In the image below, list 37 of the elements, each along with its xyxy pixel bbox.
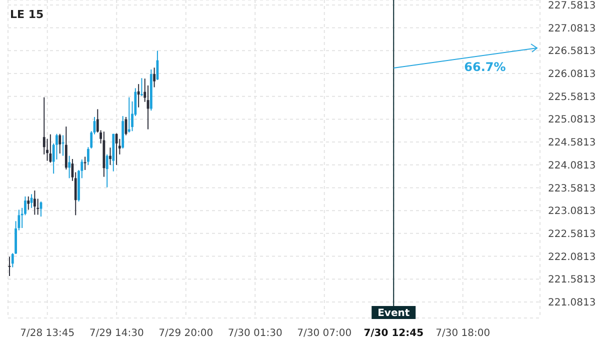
candlestick: [153, 67, 156, 88]
x-tick-label: 7/29 14:30: [89, 328, 144, 339]
annotation: 66.7%: [464, 60, 506, 74]
candlestick: [137, 84, 140, 108]
candlestick: [140, 78, 143, 96]
candlestick: [58, 133, 62, 154]
candlestick: [49, 134, 52, 164]
y-tick-label: 221.0813: [548, 298, 596, 308]
ref-line-label: Event: [378, 308, 410, 319]
y-tick-label: 222.5813: [548, 228, 596, 240]
y-tick-label: 225.5813: [548, 92, 596, 103]
y-tick-label: 221.5813: [548, 274, 596, 286]
x-tick-label: 7/30 01:30: [228, 328, 282, 339]
candlestick: [106, 154, 108, 188]
y-tick-label: 226.0813: [548, 69, 596, 80]
x-tick-label: 7/30 12:45: [364, 328, 424, 339]
y-tick-label: 223.0813: [548, 206, 596, 218]
candlestick: [27, 196, 30, 210]
y-tick-label: 224.5813: [548, 138, 596, 149]
candlestick: [68, 155, 71, 179]
candlestick: [33, 190, 36, 216]
y-tick-label: 227.0813: [548, 23, 596, 34]
text: LE 15: [10, 8, 44, 21]
y-tick-label: 227.5813: [548, 0, 596, 12]
x-tick-label: 7/30 18:00: [436, 328, 490, 339]
y-tick-label: 225.0813: [548, 114, 596, 126]
x-tick-label: 7/29 20:00: [158, 328, 214, 339]
x-tick-label: 7/28 13:45: [20, 328, 75, 339]
y-tick-label: 226.5813: [548, 46, 596, 58]
candlestick: [109, 147, 112, 166]
y-tick-label: 224.0813: [548, 160, 596, 172]
candlestick: [64, 126, 68, 170]
x-tick-label: 7/30 07:00: [297, 328, 352, 339]
y-tick-label: 223.5813: [548, 183, 596, 194]
candlestick: [128, 96, 130, 133]
y-tick-label: 222.0813: [548, 252, 596, 263]
candlestick: [84, 156, 86, 170]
